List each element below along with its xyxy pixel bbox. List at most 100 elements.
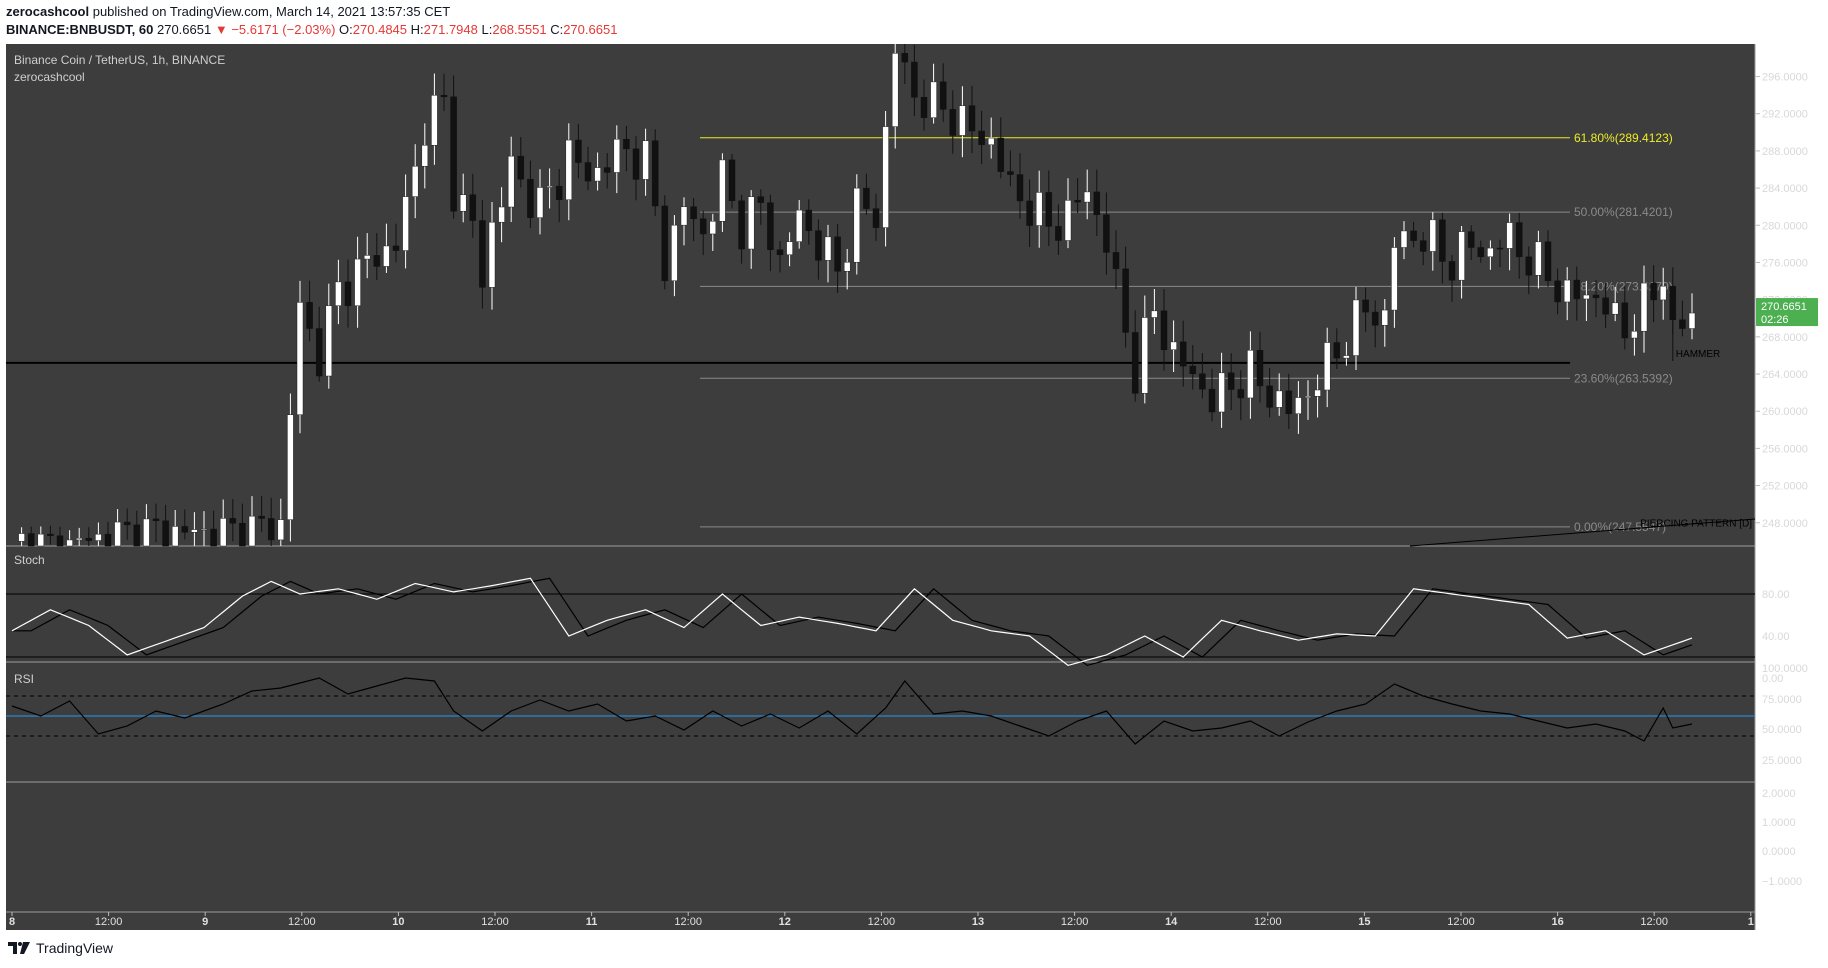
candle-body (1352, 299, 1360, 356)
close-label: C: (550, 22, 564, 37)
bottom-tick-label: 0.0000 (1762, 846, 1796, 858)
candle-body (949, 109, 957, 136)
candle-body (1093, 191, 1101, 216)
chart-title: Binance Coin / TetherUS, 1h, BINANCE (14, 53, 225, 67)
fibonacci-retracement[interactable]: 61.80%(289.4123) 50.00%(281.4201) 38.20%(2… (700, 131, 1673, 534)
fib-level-label: 38.20%(273.4279) (1574, 279, 1673, 293)
hammer-label: HAMMER (1676, 349, 1720, 360)
candle-body (287, 414, 294, 520)
candle-body (968, 105, 976, 132)
price-badge-countdown: 02:26 (1761, 314, 1789, 326)
candle-body (75, 538, 83, 541)
candle-body (1304, 396, 1312, 398)
candle-body (450, 96, 457, 212)
stoch-pane: Stoch 80.00 40.00 0.00 (6, 553, 1790, 685)
symbol-text: BINANCE:BNBUSDT, 60 (6, 22, 154, 37)
time-tick-label: 16 (1551, 916, 1563, 928)
candle-body (1208, 388, 1216, 413)
rsi-tick-label: 50.0000 (1762, 724, 1802, 736)
tradingview-logo-icon (8, 942, 30, 954)
symbol-line: BINANCE:BNBUSDT, 60 270.6651 ▼ −5.6171 (… (6, 22, 617, 37)
stoch-k-line (11, 577, 1693, 667)
candle-body (555, 185, 563, 201)
chart-subtitle: zerocashcool (14, 70, 85, 84)
candle-body (431, 95, 438, 146)
time-tick-label: 15 (1358, 916, 1370, 928)
candle-body (1448, 261, 1456, 281)
candle-body (1573, 279, 1581, 300)
pattern-annotations: HAMMER PIERCING PATTERN [D] (1409, 349, 1756, 547)
time-tick-label: 12:00 (1640, 916, 1668, 928)
candle-body (690, 206, 697, 220)
candle-body (1026, 200, 1033, 226)
candle-body (920, 97, 928, 118)
open-label: O: (339, 22, 353, 37)
candle-body (536, 187, 544, 218)
candle-body (1007, 171, 1014, 175)
candle-body (1035, 192, 1043, 226)
candle-body (1640, 282, 1648, 332)
candle-body (1525, 256, 1533, 276)
candle-body (1266, 385, 1273, 408)
candle-body (853, 187, 861, 263)
candle-body (978, 130, 985, 146)
rsi-tick-label: 25.0000 (1762, 755, 1802, 767)
stoch-title: Stoch (14, 553, 45, 567)
candle-body (738, 200, 745, 250)
stoch-tick-label: 40.00 (1762, 631, 1790, 643)
candle-body (143, 518, 150, 547)
candle-body (517, 155, 525, 180)
candle-body (1227, 372, 1235, 390)
candle-body (488, 221, 496, 288)
candle-body (546, 185, 553, 188)
time-tick-label: 13 (972, 916, 984, 928)
candle-body (1688, 312, 1696, 329)
candle-body (1122, 268, 1129, 333)
candle-body (661, 205, 669, 282)
candle-body (603, 167, 611, 173)
candle-body (1199, 373, 1206, 390)
time-tick-label: 8 (9, 916, 15, 928)
candle-body (104, 533, 112, 547)
candle-body (882, 126, 889, 228)
candle-body (383, 245, 390, 267)
chart-background (6, 44, 1755, 912)
candle-body (1592, 294, 1600, 299)
candle-body (27, 533, 35, 547)
candle-body (1621, 302, 1629, 339)
candle-body (267, 518, 275, 541)
candle-body (1160, 310, 1168, 350)
candle-body (872, 208, 880, 228)
candle-body (1506, 222, 1513, 249)
author-name[interactable]: zerocashcool (6, 4, 90, 19)
candle-body (1247, 350, 1254, 399)
high-label: H: (410, 22, 424, 37)
candle-body (728, 159, 736, 201)
candle-body (1189, 365, 1197, 374)
candle-body (363, 255, 371, 260)
candle-body (584, 162, 592, 182)
candle-body (344, 281, 352, 307)
candle-body (1083, 191, 1091, 203)
candle-body (229, 518, 237, 524)
price-axis: 296.0000 292.0000 288.0000 284.0000 280.0000… (1755, 72, 1808, 530)
footer-brand[interactable]: TradingView (36, 940, 114, 956)
time-tick-label: 12:00 (1061, 916, 1089, 928)
chart-titles: Binance Coin / TetherUS, 1h, BINANCE zero… (14, 53, 225, 84)
time-tick-label: 12:00 (95, 916, 123, 928)
candle-body (1275, 390, 1283, 408)
price-tick-label: 260.0000 (1762, 406, 1808, 418)
candle-body (795, 209, 803, 242)
candle-body (1103, 214, 1110, 253)
candle-body (498, 206, 505, 223)
candle-body (1391, 247, 1398, 311)
candle-body (1179, 341, 1187, 367)
time-tick-label: 12:00 (288, 916, 316, 928)
candle-body (1333, 342, 1341, 359)
candle-body (1679, 319, 1686, 329)
candle-body (1419, 240, 1427, 252)
candle-body (1381, 309, 1389, 326)
fib-level-label: 61.80%(289.4123) (1574, 131, 1673, 145)
